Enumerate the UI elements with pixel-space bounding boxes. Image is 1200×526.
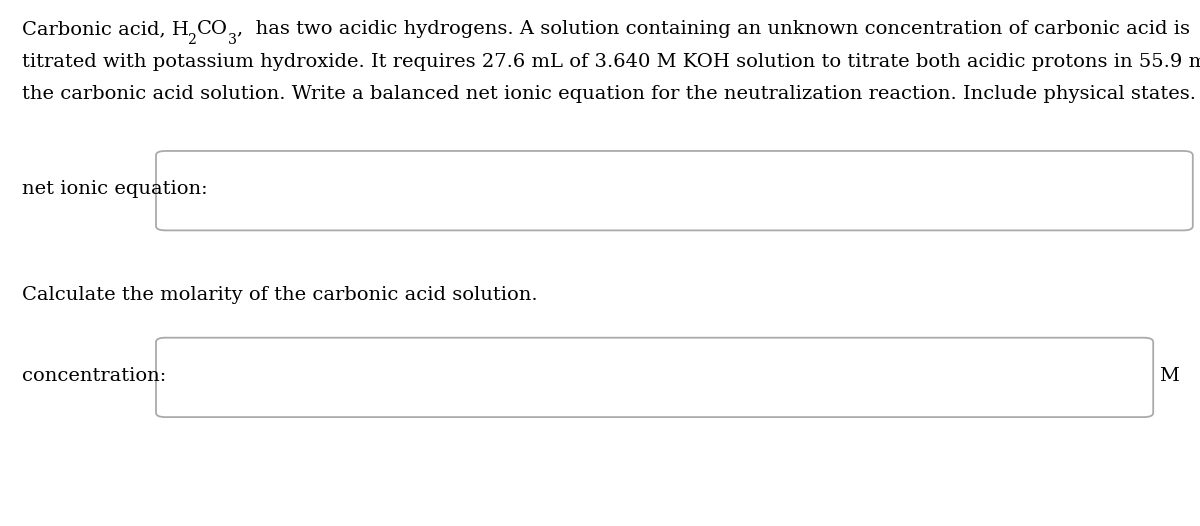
Text: net ionic equation:: net ionic equation: xyxy=(22,180,208,198)
Text: concentration:: concentration: xyxy=(22,367,166,385)
Text: M: M xyxy=(1159,367,1180,385)
Text: 2: 2 xyxy=(188,33,197,47)
Text: Carbonic acid, H: Carbonic acid, H xyxy=(22,20,188,38)
Text: Calculate the molarity of the carbonic acid solution.: Calculate the molarity of the carbonic a… xyxy=(22,286,538,304)
Text: 3: 3 xyxy=(228,33,238,47)
Text: ,  has two acidic hydrogens. A solution containing an unknown concentration of c: , has two acidic hydrogens. A solution c… xyxy=(238,20,1190,38)
Text: CO: CO xyxy=(197,20,228,38)
Text: titrated with potassium hydroxide. It requires 27.6 mL of 3.640 M KOH solution t: titrated with potassium hydroxide. It re… xyxy=(22,53,1200,71)
Text: the carbonic acid solution. Write a balanced net ionic equation for the neutrali: the carbonic acid solution. Write a bala… xyxy=(22,85,1195,104)
